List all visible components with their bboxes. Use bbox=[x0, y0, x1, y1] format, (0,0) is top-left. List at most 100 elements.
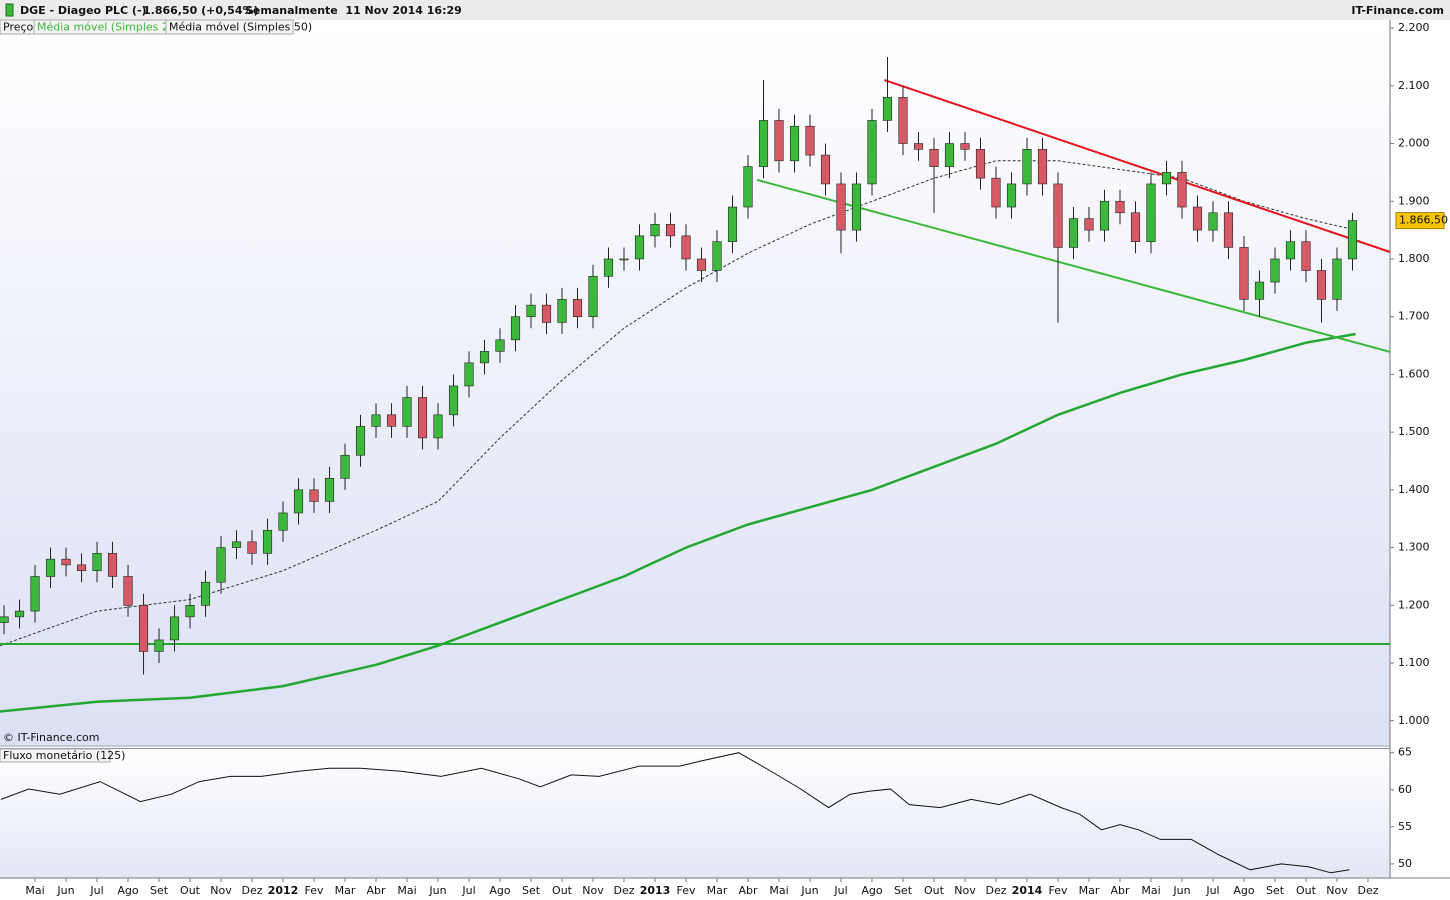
y-tick-label: 65 bbox=[1398, 746, 1412, 759]
candle-body bbox=[975, 148, 986, 179]
x-tick-label: Out bbox=[924, 884, 945, 897]
x-tick-label: Ago bbox=[861, 884, 883, 897]
candle-body bbox=[603, 258, 614, 277]
tab-label[interactable]: Média móvel (Simples 200) bbox=[37, 21, 187, 34]
candle-body bbox=[1068, 218, 1079, 248]
candle-body bbox=[1053, 183, 1063, 248]
x-tick-label: Mar bbox=[1079, 884, 1100, 897]
y-tick-label: 1.200 bbox=[1398, 598, 1430, 611]
x-tick-label: Nov bbox=[954, 884, 976, 897]
candle-body bbox=[557, 299, 567, 323]
candle-body bbox=[278, 512, 288, 531]
candle-body bbox=[696, 258, 707, 271]
candle-body bbox=[913, 143, 924, 150]
candle-body bbox=[1146, 183, 1156, 242]
candle-body bbox=[650, 224, 660, 237]
candle-body bbox=[355, 426, 366, 456]
period: Semanalmente 11 Nov 2014 16:29 bbox=[245, 4, 462, 17]
candle-body bbox=[588, 275, 598, 317]
candle-body bbox=[479, 351, 490, 364]
x-tick-label: Mar bbox=[707, 884, 728, 897]
candle-body bbox=[1239, 247, 1249, 300]
y-tick-label: 60 bbox=[1398, 783, 1412, 796]
x-tick-label: 2012 bbox=[268, 884, 299, 897]
moving-average bbox=[0, 332, 1356, 713]
candle-body bbox=[944, 143, 955, 167]
main-panel bbox=[0, 20, 1390, 745]
indicator-tab[interactable] bbox=[0, 748, 111, 763]
x-tick-label: Mar bbox=[335, 884, 356, 897]
candle-body bbox=[526, 304, 536, 317]
candle-body bbox=[510, 316, 521, 341]
candle-body bbox=[1347, 220, 1358, 260]
candle-body bbox=[820, 154, 831, 185]
x-tick-label: Dez bbox=[614, 884, 635, 897]
candle-body bbox=[247, 541, 257, 554]
y-tick-label: 55 bbox=[1398, 820, 1412, 833]
x-tick-label: Mai bbox=[25, 884, 44, 897]
candle-body bbox=[867, 120, 877, 185]
y-tick-label: 2.200 bbox=[1398, 21, 1430, 34]
candle-body bbox=[216, 547, 226, 583]
candle-body bbox=[1192, 206, 1203, 231]
candle-body bbox=[495, 339, 505, 352]
tab-label[interactable]: Média móvel (Simples 50) bbox=[169, 21, 312, 34]
x-tick-label: Mai bbox=[1141, 884, 1160, 897]
candle-body bbox=[991, 177, 1001, 208]
candle-body bbox=[76, 564, 87, 571]
candle-body bbox=[123, 576, 133, 606]
x-tick-label: Jul bbox=[833, 884, 847, 897]
x-tick-label: Set bbox=[894, 884, 913, 897]
y-tick-label: 1.400 bbox=[1398, 483, 1430, 496]
candle-body bbox=[417, 397, 428, 439]
candle-body bbox=[882, 97, 893, 121]
candle-body bbox=[898, 97, 908, 144]
x-tick-label: Nov bbox=[582, 884, 604, 897]
tab-label[interactable]: Preço bbox=[3, 21, 34, 34]
candle-body bbox=[774, 120, 784, 162]
candle-body bbox=[107, 553, 118, 577]
y-tick-label: 1.300 bbox=[1398, 541, 1430, 554]
candle-body bbox=[743, 166, 753, 208]
candle-body bbox=[836, 183, 846, 231]
candle-body bbox=[789, 125, 800, 162]
copyright: © IT-Finance.com bbox=[3, 731, 100, 744]
x-tick-label: Abr bbox=[738, 884, 758, 897]
lower-panel bbox=[0, 749, 1390, 878]
x-tick-label: 2013 bbox=[640, 884, 671, 897]
x-tick-label: Nov bbox=[1326, 884, 1348, 897]
symbol: DGE - Diageo PLC (-) bbox=[20, 4, 147, 17]
x-tick-label: Ago bbox=[1233, 884, 1255, 897]
brand: IT-Finance.com bbox=[1351, 4, 1444, 17]
candle-body bbox=[1177, 172, 1187, 208]
tab[interactable] bbox=[165, 19, 294, 35]
candle-body bbox=[262, 529, 273, 554]
candle-body bbox=[960, 143, 970, 150]
x-tick-label: Jun bbox=[56, 884, 74, 897]
candle-body bbox=[169, 616, 180, 641]
candle-body bbox=[1022, 148, 1032, 185]
x-tick-label: Abr bbox=[1110, 884, 1130, 897]
x-tick-label: Jun bbox=[800, 884, 818, 897]
last-price-label: 1.866,50 bbox=[1399, 214, 1448, 227]
candle-body bbox=[371, 414, 381, 427]
candle-body bbox=[0, 616, 9, 623]
x-tick-label: 2014 bbox=[1012, 884, 1043, 897]
y-tick-label: 2.000 bbox=[1398, 137, 1430, 150]
candle-body bbox=[1285, 241, 1296, 260]
candle-body bbox=[402, 397, 412, 427]
candle-body bbox=[1161, 172, 1172, 185]
x-tick-label: Dez bbox=[242, 884, 263, 897]
candle-body bbox=[324, 478, 335, 502]
candle-body bbox=[231, 541, 242, 548]
candle-body bbox=[1115, 200, 1125, 214]
x-tick-label: Fev bbox=[677, 884, 696, 897]
candle-body bbox=[386, 414, 397, 427]
candle-body bbox=[340, 454, 350, 479]
y-tick-label: 50 bbox=[1398, 857, 1412, 870]
candle-body bbox=[758, 120, 769, 167]
candle-body bbox=[572, 299, 583, 317]
x-tick-label: Dez bbox=[985, 884, 1006, 897]
x-tick-label: Fev bbox=[1048, 884, 1067, 897]
